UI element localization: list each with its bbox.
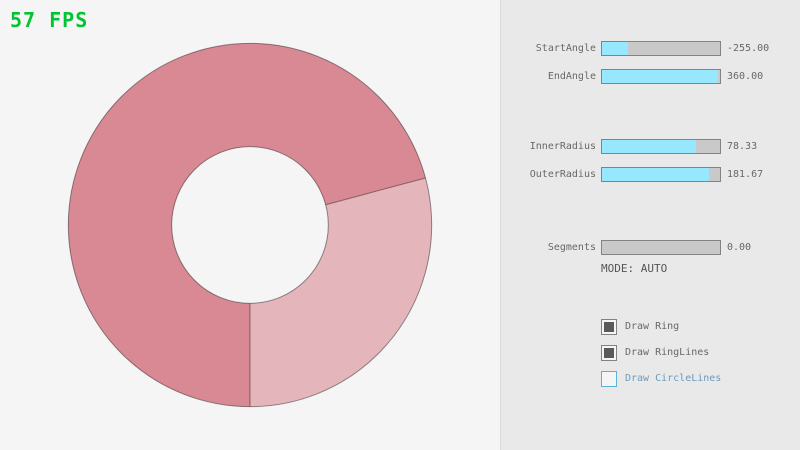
- draw-ringlines-label: Draw RingLines: [625, 347, 710, 358]
- endangle-label: EndAngle: [547, 71, 596, 82]
- segments-slider[interactable]: [601, 240, 721, 255]
- innerradius-value: 78.33: [727, 141, 758, 152]
- slider-row-startangle: StartAngle -255.00: [501, 41, 800, 56]
- endangle-value: 360.00: [727, 71, 764, 82]
- checkbox-row-draw-ring: Draw Ring: [501, 319, 800, 335]
- mode-label: MODE: AUTO: [601, 262, 668, 275]
- fps-counter: 57 FPS: [10, 8, 89, 32]
- slider-row-segments: Segments 0.00: [501, 240, 800, 255]
- checkbox-row-draw-ringlines: Draw RingLines: [501, 345, 800, 361]
- startangle-value: -255.00: [727, 43, 770, 54]
- outerradius-label: OuterRadius: [529, 169, 596, 180]
- slider-fill: [602, 140, 697, 153]
- draw-circlelines-checkbox[interactable]: [601, 371, 617, 387]
- slider-row-innerradius: InnerRadius 78.33: [501, 139, 800, 154]
- startangle-slider[interactable]: [601, 41, 721, 56]
- outerradius-slider[interactable]: [601, 167, 721, 182]
- startangle-label: StartAngle: [535, 43, 596, 54]
- slider-fill: [602, 70, 718, 83]
- outerradius-value: 181.67: [727, 169, 764, 180]
- slider-fill: [602, 42, 628, 55]
- slider-fill: [602, 168, 710, 181]
- segments-value: 0.00: [727, 242, 752, 253]
- control-panel: StartAngle -255.00 EndAngle 360.00 Inner…: [500, 0, 800, 450]
- checkmark-icon: [604, 322, 614, 332]
- checkbox-row-draw-circlelines: Draw CircleLines: [501, 371, 800, 387]
- innerradius-label: InnerRadius: [529, 141, 596, 152]
- draw-ring-label: Draw Ring: [625, 321, 680, 332]
- endangle-slider[interactable]: [601, 69, 721, 84]
- checkmark-icon: [604, 348, 614, 358]
- draw-ring-checkbox[interactable]: [601, 319, 617, 335]
- slider-row-endangle: EndAngle 360.00: [501, 69, 800, 84]
- innerradius-slider[interactable]: [601, 139, 721, 154]
- draw-ringlines-checkbox[interactable]: [601, 345, 617, 361]
- draw-circlelines-label: Draw CircleLines: [625, 373, 722, 384]
- slider-row-outerradius: OuterRadius 181.67: [501, 167, 800, 182]
- segments-label: Segments: [547, 242, 596, 253]
